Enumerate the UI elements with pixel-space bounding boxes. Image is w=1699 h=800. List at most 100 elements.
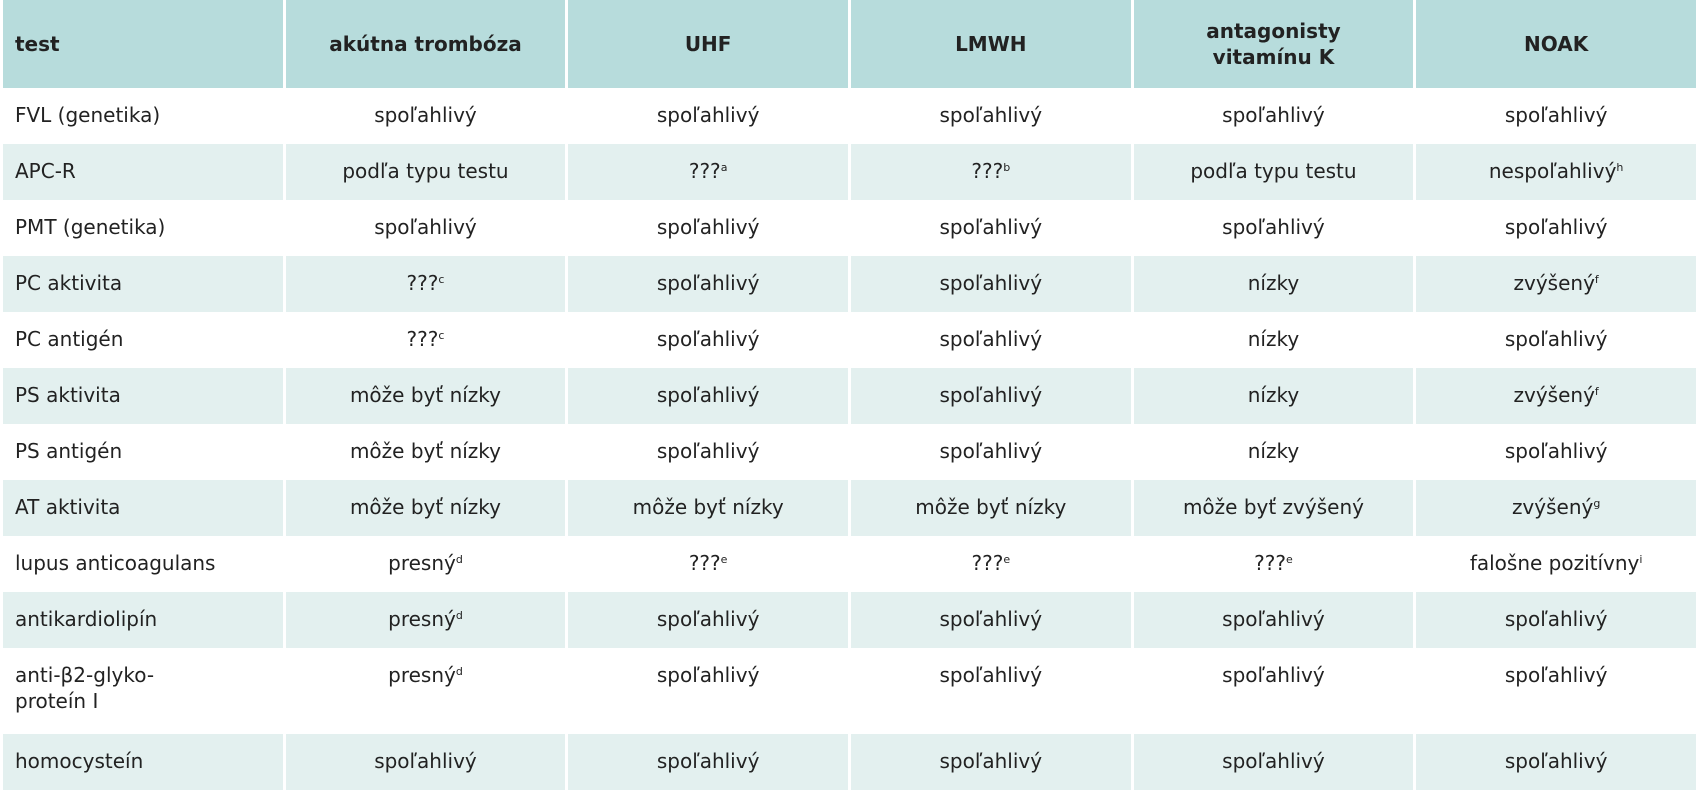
table-cell: spoľahlivý xyxy=(1130,648,1417,734)
table-cell: spoľahlivý xyxy=(847,734,1134,790)
cell-text: akútna trombóza xyxy=(329,32,522,56)
table-row: PS aktivita môže byť nízky spoľahlivý spoľa… xyxy=(0,368,1699,424)
table-cell: lupus anticoagulans xyxy=(0,536,286,592)
table-cell: homocysteín xyxy=(0,734,286,790)
footnote-mark: e xyxy=(720,553,728,566)
cell-text: spoľahlivý xyxy=(939,383,1043,407)
table-cell: spoľahlivý xyxy=(282,200,569,256)
table-cell: spoľahlivý xyxy=(847,424,1134,480)
table-cell: spoľahlivý xyxy=(565,256,851,312)
cell-text: spoľahlivý xyxy=(1504,215,1608,239)
table-cell: spoľahlivý xyxy=(565,312,851,368)
cell-text: spoľahlivý xyxy=(939,663,1043,687)
footnote-mark: g xyxy=(1593,497,1601,510)
table-cell: nízky xyxy=(1130,256,1417,312)
cell-text: PC aktivita xyxy=(15,271,123,295)
cell-line: proteín I xyxy=(15,689,99,713)
cell-text: ??? xyxy=(406,327,439,351)
header-cell: test xyxy=(0,0,286,88)
table-header: test akútna trombóza UHF LMWH antagonisty vit… xyxy=(0,0,1699,88)
cell-text: spoľahlivý xyxy=(656,103,760,127)
table-row: AT aktivita môže byť nízky môže byť nízky m… xyxy=(0,480,1699,536)
table-cell: presnýd xyxy=(282,536,569,592)
table-cell: spoľahlivý xyxy=(847,200,1134,256)
footnote-mark: f xyxy=(1594,273,1599,286)
table-cell: presnýd xyxy=(282,648,569,734)
cell-text: ??? xyxy=(406,271,439,295)
table-cell: ???e xyxy=(1130,536,1417,592)
table-cell: nízky xyxy=(1130,368,1417,424)
cell-text: spoľahlivý xyxy=(374,215,477,239)
table-cell: antikardiolipín xyxy=(0,592,286,648)
cell-text: spoľahlivý xyxy=(656,663,760,687)
table-cell: spoľahlivý xyxy=(565,734,851,790)
table-cell: spoľahlivý xyxy=(565,592,851,648)
table-cell: presnýd xyxy=(282,592,569,648)
table-cell: spoľahlivý xyxy=(1130,734,1417,790)
footnote-mark: d xyxy=(455,553,463,566)
cell-text: spoľahlivý xyxy=(939,749,1043,773)
table-cell: ???e xyxy=(847,536,1134,592)
cell-text: môže byť zvýšený xyxy=(1182,495,1364,519)
header-row: test akútna trombóza UHF LMWH antagonisty vit… xyxy=(0,0,1699,88)
header-cell: LMWH xyxy=(847,0,1134,88)
table-row: lupus anticoagulans presnýd ???e ???e ???e fa… xyxy=(0,536,1699,592)
table-cell: nízky xyxy=(1130,424,1417,480)
header-cell: antagonisty vitamínu K xyxy=(1130,0,1417,88)
table-cell: spoľahlivý xyxy=(847,312,1134,368)
table-cell: spoľahlivý xyxy=(1413,200,1699,256)
cell-text: APC-R xyxy=(15,159,76,183)
footnote-mark: b xyxy=(1003,161,1011,174)
header-cell: akútna trombóza xyxy=(282,0,569,88)
cell-text: spoľahlivý xyxy=(1222,215,1325,239)
cell-text: spoľahlivý xyxy=(656,749,760,773)
table-cell: spoľahlivý xyxy=(1413,88,1699,144)
cell-text: presný xyxy=(388,607,456,631)
table-cell: ???e xyxy=(565,536,851,592)
table-cell: spoľahlivý xyxy=(1413,312,1699,368)
table-cell: môže byť nízky xyxy=(565,480,851,536)
table-cell: spoľahlivý xyxy=(1413,734,1699,790)
cell-text: nízky xyxy=(1247,271,1300,295)
table-cell: nespoľahlivýh xyxy=(1413,144,1699,200)
cell-text: zvýšený xyxy=(1511,495,1594,519)
cell-text: spoľahlivý xyxy=(656,215,760,239)
table-cell: AT aktivita xyxy=(0,480,286,536)
cell-text: PS antigén xyxy=(15,439,123,463)
header-cell: NOAK xyxy=(1413,0,1699,88)
cell-text: FVL (genetika) xyxy=(15,103,161,127)
table-cell: PC aktivita xyxy=(0,256,286,312)
table-cell: spoľahlivý xyxy=(282,734,569,790)
footnote-mark: e xyxy=(1003,553,1011,566)
table-cell: spoľahlivý xyxy=(565,648,851,734)
table-cell: FVL (genetika) xyxy=(0,88,286,144)
table-row: APC-R podľa typu testu ???a ???b podľa typu … xyxy=(0,144,1699,200)
cell-text: homocysteín xyxy=(15,749,144,773)
header-cell: UHF xyxy=(565,0,851,88)
cell-line: anti-β2-glyko- xyxy=(15,663,155,687)
cell-text: ??? xyxy=(1254,551,1286,575)
footnote-mark: d xyxy=(455,665,463,678)
cell-text: ??? xyxy=(971,159,1004,183)
cell-text: spoľahlivý xyxy=(1222,749,1325,773)
footnote-mark: h xyxy=(1616,161,1624,174)
cell-text: spoľahlivý xyxy=(939,103,1043,127)
cell-text: spoľahlivý xyxy=(656,439,760,463)
cell-text: LMWH xyxy=(955,32,1027,56)
cell-text: ??? xyxy=(688,159,721,183)
cell-text: môže byť nízky xyxy=(349,383,501,407)
table-cell: spoľahlivý xyxy=(282,88,569,144)
cell-text: PC antigén xyxy=(15,327,124,351)
table-cell: spoľahlivý xyxy=(847,256,1134,312)
table-cell: spoľahlivý xyxy=(1413,424,1699,480)
table-cell: spoľahlivý xyxy=(847,648,1134,734)
cell-line: vitamínu K xyxy=(1212,45,1335,69)
cell-text: zvýšený xyxy=(1513,383,1595,407)
cell-text: spoľahlivý xyxy=(939,327,1043,351)
cell-text: AT aktivita xyxy=(15,495,121,519)
table-cell: ???a xyxy=(565,144,851,200)
cell-text: môže byť nízky xyxy=(632,495,784,519)
table-cell: PC antigén xyxy=(0,312,286,368)
table-cell: ???c xyxy=(282,312,569,368)
